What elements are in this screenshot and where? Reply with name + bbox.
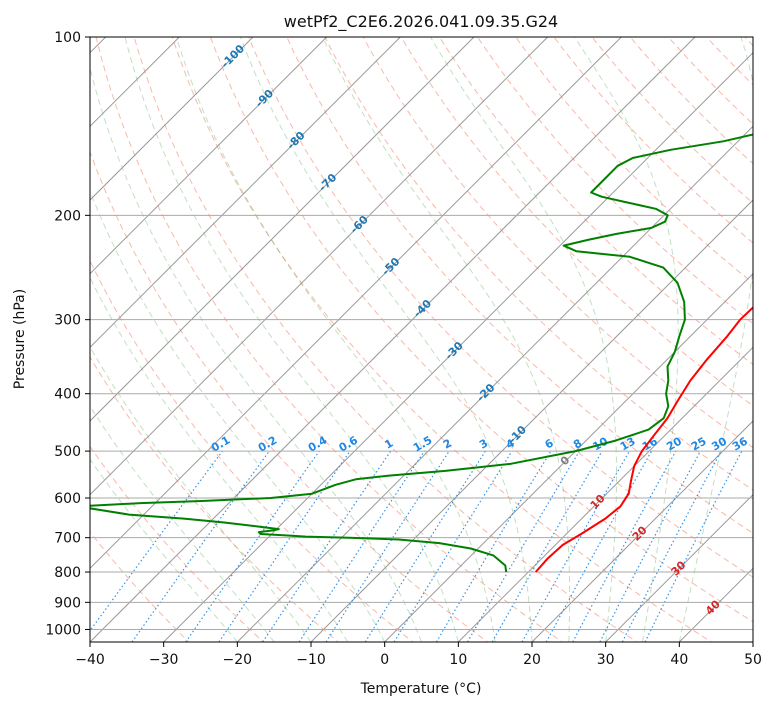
mixing-ratio-line xyxy=(644,450,743,642)
isotherm-line xyxy=(90,37,328,275)
isotherm-line xyxy=(90,37,475,422)
background-lines xyxy=(90,37,753,642)
y-tick-label: 300 xyxy=(54,313,81,329)
y-tick-label: 1000 xyxy=(45,622,81,638)
y-tick-label: 600 xyxy=(54,491,81,507)
mixing-ratio-line xyxy=(218,450,351,642)
dry-adiabat xyxy=(90,356,339,642)
moist-adiabat xyxy=(430,37,617,642)
x-tick-label: 10 xyxy=(449,652,467,668)
plot-frame xyxy=(89,36,754,643)
isotherm-line xyxy=(90,37,549,496)
x-tick-label: 50 xyxy=(744,652,762,668)
y-tick-label: 100 xyxy=(54,30,81,46)
moist-adiabat xyxy=(124,37,459,642)
dry-adiabat xyxy=(133,37,638,642)
isotherm-line xyxy=(90,37,622,570)
moist-adiabat xyxy=(322,37,571,642)
dewpoint-profile-line xyxy=(90,133,753,573)
moist-adiabat xyxy=(239,37,533,642)
dry-adiabat xyxy=(400,37,753,407)
mixing-ratio-line xyxy=(90,450,223,632)
y-tick-label: 200 xyxy=(54,208,81,224)
dry-adiabat xyxy=(248,37,753,578)
dry-adiabat xyxy=(591,37,753,204)
y-tick-label: 700 xyxy=(54,531,81,547)
x-tick-label: 40 xyxy=(670,652,688,668)
y-tick-label: 500 xyxy=(54,444,81,460)
isotherm-line xyxy=(531,420,753,642)
mixing-ratio-line xyxy=(572,450,677,642)
dry-adiabat xyxy=(171,37,713,642)
x-tick-label: −40 xyxy=(75,652,105,668)
dry-adiabat xyxy=(629,37,753,165)
x-axis-label: Temperature (°C) xyxy=(360,681,482,697)
y-tick-label: 900 xyxy=(54,595,81,611)
y-tick-label: 400 xyxy=(54,387,81,403)
isotherm-line xyxy=(90,37,254,201)
dry-adiabat xyxy=(90,445,265,642)
temperature-profile-line xyxy=(534,306,753,573)
x-tick-label: −30 xyxy=(149,652,179,668)
moist-adiabat xyxy=(90,276,349,642)
profile-lines xyxy=(90,133,753,573)
moist-adiabat xyxy=(90,405,275,642)
isotherm-line xyxy=(457,346,753,642)
dry-adiabat xyxy=(90,259,414,642)
x-tick-label: 30 xyxy=(597,652,615,668)
dry-adiabat xyxy=(362,37,753,449)
moist-adiabat xyxy=(678,37,753,642)
x-tick-label: 0 xyxy=(380,652,389,668)
isotherm-line xyxy=(384,272,753,642)
x-tick-label: −20 xyxy=(223,652,253,668)
y-axis-label: Pressure (hPa) xyxy=(12,289,28,389)
isotherm-line xyxy=(605,493,753,642)
isotherm-line xyxy=(90,37,696,642)
y-tick-label: 800 xyxy=(54,565,81,581)
dry-adiabat xyxy=(476,37,753,325)
dry-adiabat xyxy=(438,37,753,366)
mixing-ratio-line xyxy=(262,450,392,642)
x-tick-label: 20 xyxy=(523,652,541,668)
mixing-ratio-line xyxy=(521,450,631,642)
mixing-ratio-line xyxy=(298,450,425,642)
moist-adiabat xyxy=(175,37,496,642)
dry-adiabat xyxy=(324,37,753,491)
isotherm-line xyxy=(163,51,753,642)
dry-adiabat xyxy=(95,37,564,642)
moist-adiabat xyxy=(90,458,238,642)
dry-adiabat xyxy=(286,37,753,534)
moist-adiabat xyxy=(90,189,386,642)
mixing-ratio-line xyxy=(185,450,320,642)
isotherm-line xyxy=(90,37,401,349)
mixing-ratio-line xyxy=(325,450,450,642)
x-tick-label: −10 xyxy=(296,652,326,668)
y-axis-ticks: 100 200 300 400 500 600 700 800 900 1000 xyxy=(45,30,90,638)
chart-title: wetPf2_C2E6.2026.041.09.35.G24 xyxy=(284,12,558,32)
x-axis-ticks: −40 −30 −20 −10 0 10 20 30 40 50 xyxy=(75,642,762,668)
mixing-ratio-line xyxy=(393,450,513,642)
mixing-ratio-line xyxy=(131,450,270,642)
